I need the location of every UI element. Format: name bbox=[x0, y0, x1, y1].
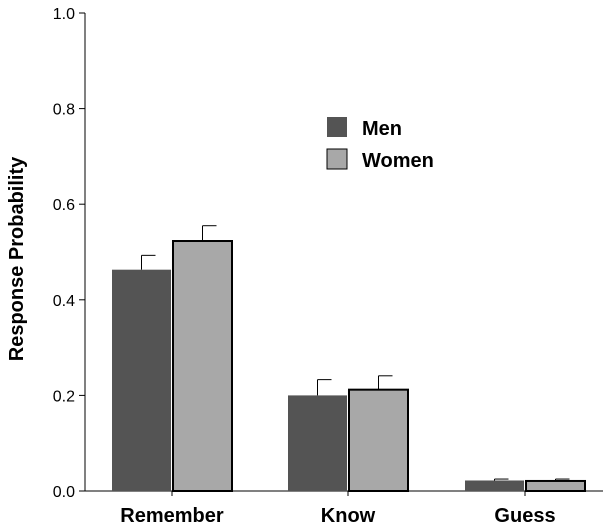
bar-men-remember bbox=[112, 269, 171, 491]
bar-women-remember bbox=[172, 240, 233, 492]
y-tick-label: 0.0 bbox=[53, 484, 75, 501]
bars bbox=[112, 240, 586, 493]
legend-swatch-women bbox=[326, 148, 348, 170]
legend: Men Women bbox=[326, 117, 434, 172]
y-axis: 0.0 0.2 0.4 0.6 0.8 1.0 bbox=[53, 6, 86, 501]
y-tick-label: 0.8 bbox=[53, 102, 75, 119]
x-tick-label: Remember bbox=[120, 505, 224, 525]
y-tick-label: 1.0 bbox=[53, 6, 75, 23]
y-axis-title: Response Probability bbox=[6, 156, 28, 361]
legend-label-men: Men bbox=[362, 118, 402, 140]
error-bars bbox=[141, 225, 570, 481]
x-tick-label: Guess bbox=[494, 505, 555, 525]
y-tick-label: 0.4 bbox=[53, 293, 75, 310]
bar-men-guess bbox=[465, 480, 524, 491]
bar-women-guess bbox=[525, 479, 586, 493]
y-tick-label: 0.2 bbox=[53, 388, 75, 405]
x-axis: Remember Know Guess bbox=[85, 490, 603, 525]
legend-swatch-men bbox=[327, 117, 347, 137]
bar-women-know bbox=[348, 388, 409, 492]
bar-men-know bbox=[288, 395, 347, 491]
y-tick-label: 0.6 bbox=[53, 197, 75, 214]
legend-label-women: Women bbox=[362, 150, 434, 172]
x-tick-label: Know bbox=[321, 505, 376, 525]
